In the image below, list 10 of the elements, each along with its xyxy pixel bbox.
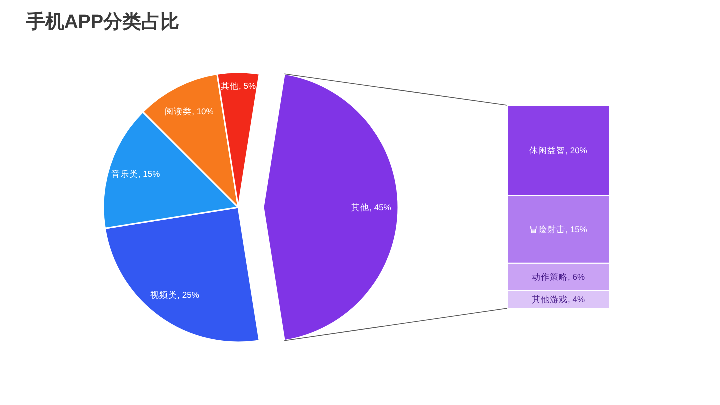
slice-label: 音乐类, 15% (111, 169, 161, 180)
data-label: 休闲益智, 20% (530, 146, 588, 156)
slice-label: 视频类, 25% (150, 290, 200, 300)
data-label: 其他游戏, 4% (532, 294, 586, 304)
data-label: 动作策略, 6% (532, 272, 586, 282)
slice-label: 其他, 5% (220, 81, 256, 91)
chart-title: 手机APP分类占比 (26, 11, 180, 33)
data-label: 冒险射击, 15% (530, 224, 588, 235)
slice-label: 阅读类, 10% (165, 106, 214, 116)
slice-label: 其他, 45% (352, 202, 392, 212)
